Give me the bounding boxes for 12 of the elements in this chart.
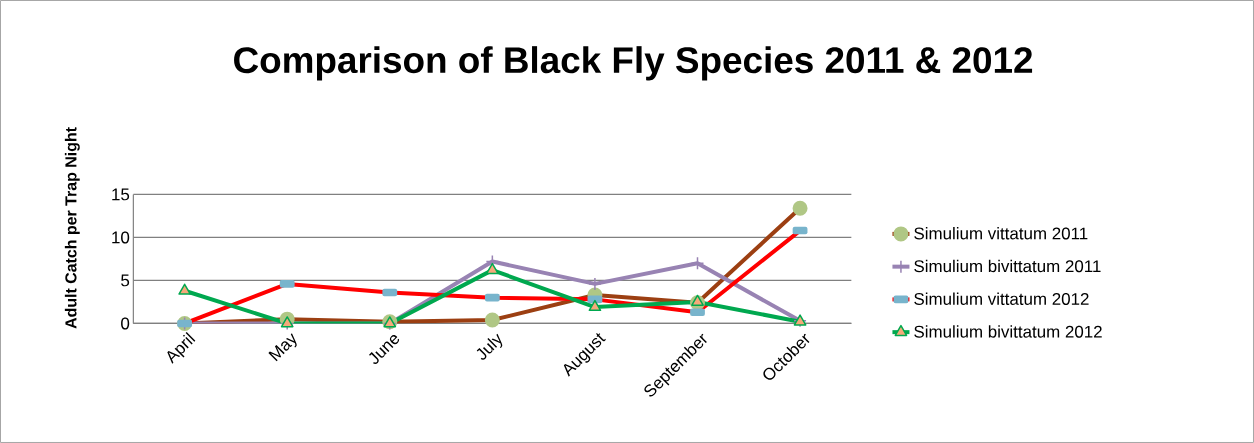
legend-label: Simulium vittatum 2011 — [914, 227, 1088, 240]
legend-label: Simulium bivittatum 2011 — [914, 259, 1101, 273]
y-axis-title: Adult Catch per Trap Night — [64, 127, 80, 329]
x-tick-label: May — [268, 333, 297, 362]
y-tick-label: 5 — [121, 274, 130, 287]
legend-label: Simulium vittatum 2012 — [914, 292, 1089, 305]
x-tick-label: July — [476, 333, 503, 360]
y-tick-label: 10 — [112, 231, 130, 244]
y-tick-label: 0 — [121, 317, 130, 330]
legend-label: Simulium bivittatum 2012 — [914, 325, 1102, 338]
y-tick-label: 15 — [112, 188, 130, 201]
chart-title: Comparison of Black Fly Species 2011 & 2012 — [234, 46, 1033, 81]
